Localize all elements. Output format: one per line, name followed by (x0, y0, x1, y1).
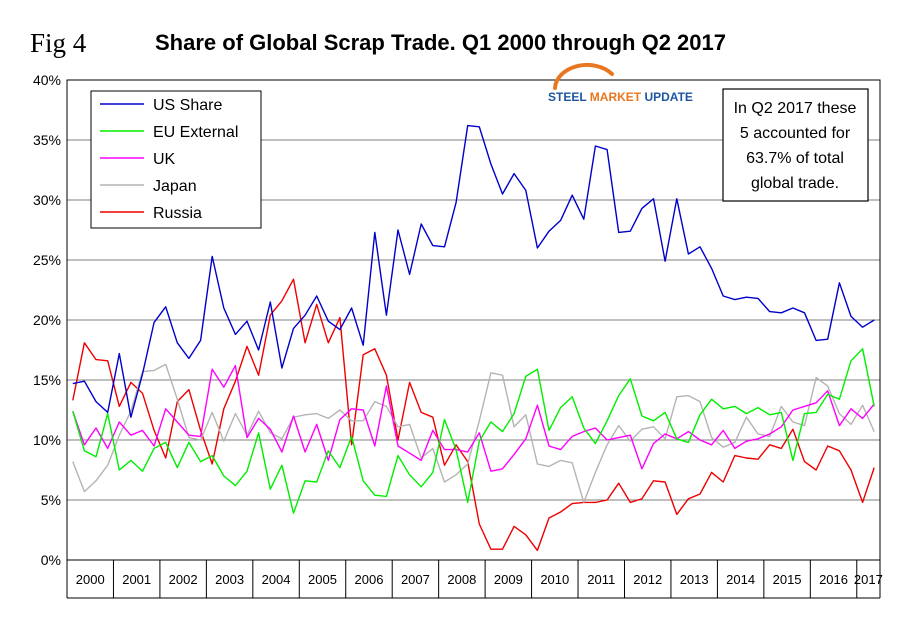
y-tick-label: 0% (41, 552, 61, 568)
logo-word-update: UPDATE (644, 90, 692, 104)
x-tick-label: 2012 (633, 572, 662, 587)
series-line-eu-external (72, 348, 875, 514)
annotation-line: 63.7% of total (746, 150, 844, 167)
y-tick-label: 35% (33, 132, 61, 148)
x-tick-label: 2016 (819, 572, 848, 587)
annotation-line: 5 accounted for (740, 125, 851, 142)
x-tick-label: 2003 (215, 572, 244, 587)
x-tick-label: 2001 (122, 572, 151, 587)
legend-label: EU External (153, 124, 238, 141)
annotation-line: In Q2 2017 these (734, 100, 857, 117)
x-tick-label: 2006 (355, 572, 384, 587)
legend-label: Japan (153, 178, 197, 195)
x-tick-label: 2009 (494, 572, 523, 587)
x-tick-label: 2015 (773, 572, 802, 587)
x-tick-label: 2000 (76, 572, 105, 587)
y-tick-label: 10% (33, 432, 61, 448)
series-line-uk (72, 364, 875, 472)
x-tick-label: 2008 (447, 572, 476, 587)
x-tick-label: 2010 (540, 572, 569, 587)
chart-title: Share of Global Scrap Trade. Q1 2000 thr… (155, 30, 726, 55)
y-tick-label: 40% (33, 72, 61, 88)
legend-label: UK (153, 151, 176, 168)
logo-swoosh-icon (553, 62, 614, 90)
x-tick-label: 2017 (854, 572, 883, 587)
y-tick-label: 20% (33, 312, 61, 328)
x-tick-label: 2013 (680, 572, 709, 587)
x-tick-label: 2011 (587, 572, 615, 587)
y-tick-label: 25% (33, 252, 61, 268)
annotation-box: In Q2 2017 these 5 accounted for 63.7% of … (722, 88, 869, 202)
x-tick-label: 2014 (726, 572, 755, 587)
series-lines (72, 124, 875, 552)
y-tick-label: 15% (33, 372, 61, 388)
series-line-russia (72, 278, 875, 552)
legend: US Share EU External UK Japan Russia (90, 90, 262, 229)
plot-frame (66, 79, 881, 561)
y-tick-label: 30% (33, 192, 61, 208)
series-line-us-share (72, 124, 875, 418)
annotation-frame (722, 88, 869, 202)
x-tick-label: 2005 (308, 572, 337, 587)
x-tick-label: 2004 (262, 572, 291, 587)
steel-market-update-logo: STEEL MARKET UPDATE (548, 62, 693, 104)
y-tick-label: 5% (41, 492, 61, 508)
x-tick-label: 2007 (401, 572, 430, 587)
logo-text: STEEL MARKET UPDATE (548, 90, 693, 104)
logo-word-market: MARKET (590, 90, 645, 104)
legend-label: Russia (153, 205, 202, 222)
logo-word-steel: STEEL (548, 90, 590, 104)
figure-label: Fig 4 (30, 28, 87, 58)
annotation-line: global trade. (751, 175, 839, 192)
x-tick-label: 2002 (169, 572, 198, 587)
axes: 0% 5% 10% 15% 20% 25% 30% 35% 40% 2000 2001 2002 200… (33, 72, 883, 599)
series-line-japan (72, 363, 875, 504)
legend-box (90, 90, 262, 229)
legend-label: US Share (153, 97, 222, 114)
